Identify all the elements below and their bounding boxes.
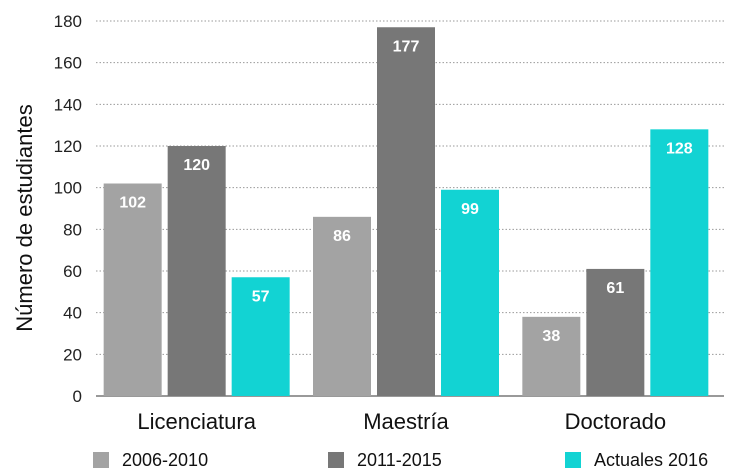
bar	[586, 268, 645, 396]
data-label: 38	[542, 328, 560, 345]
data-label: 128	[666, 140, 693, 157]
bar	[313, 216, 371, 396]
bar	[167, 146, 226, 396]
bar	[650, 129, 709, 397]
bar	[103, 183, 162, 396]
data-label: 99	[461, 201, 479, 218]
data-label: 57	[252, 288, 270, 305]
y-tick-label: 140	[54, 95, 82, 114]
y-tick-label: 60	[63, 262, 82, 281]
data-label: 177	[393, 38, 420, 55]
y-tick-label: 100	[54, 179, 82, 198]
category-label: Maestría	[363, 409, 449, 434]
data-label: 86	[333, 228, 351, 245]
bar	[522, 316, 581, 396]
legend-swatch	[93, 452, 109, 468]
y-tick-label: 80	[63, 220, 82, 239]
legend-label: 2006-2010	[122, 450, 208, 470]
data-label: 120	[183, 157, 210, 174]
category-label: Licenciatura	[137, 409, 256, 434]
y-axis-label: Número de estudiantes	[12, 104, 37, 331]
legend: 2006-2010 2011-2015 Actuales 2016	[93, 450, 708, 470]
y-tick-label: 120	[54, 137, 82, 156]
data-label: 61	[606, 280, 624, 297]
y-tick-label: 20	[63, 345, 82, 364]
legend-swatch	[328, 452, 344, 468]
y-tick-label: 0	[73, 387, 82, 406]
bar	[441, 189, 499, 396]
category-label: Doctorado	[565, 409, 667, 434]
legend-label: Actuales 2016	[594, 450, 708, 470]
legend-swatch	[565, 452, 581, 468]
y-tick-label: 180	[54, 12, 82, 31]
y-tick-label: 160	[54, 54, 82, 73]
y-axis-ticks: 0 20 40 60 80 100 120 140 160 180	[54, 12, 82, 406]
bars: 102 120 57 86 177 99 38 61 128	[103, 27, 709, 397]
legend-label: 2011-2015	[357, 450, 442, 470]
y-tick-label: 40	[63, 304, 82, 323]
data-label: 102	[119, 195, 146, 212]
bar	[231, 277, 290, 396]
bar	[377, 27, 435, 396]
x-axis-labels: Licenciatura Maestría Doctorado	[137, 409, 666, 434]
